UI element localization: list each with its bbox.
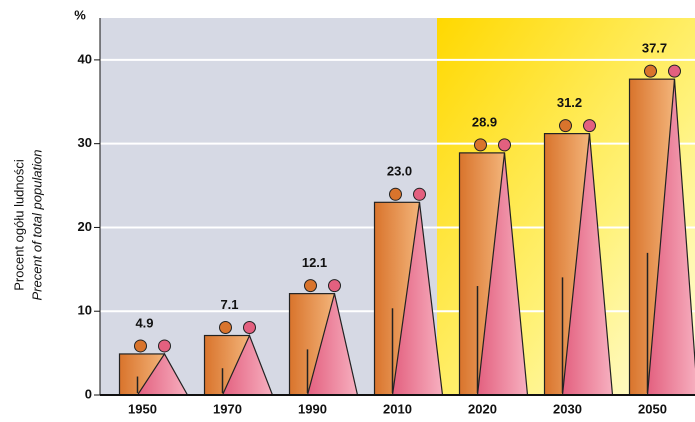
x-tick-label: 1990 [298,401,327,416]
y-tick-label: 0 [85,386,92,401]
head [668,64,681,78]
value-label: 7.1 [220,297,238,312]
x-tick-label: 1970 [213,401,242,416]
head [644,64,657,78]
value-label: 37.7 [642,41,667,56]
y-axis-title: Precent of total population [29,149,44,300]
head [134,339,147,353]
value-label: 4.9 [135,315,153,330]
head [474,138,487,152]
y-tick-label: 30 [78,135,92,150]
head [304,279,317,293]
y-tick-label: 40 [78,51,92,66]
head [158,339,171,353]
x-tick-label: 2020 [468,401,497,416]
value-label: 12.1 [302,255,327,270]
head [498,138,511,152]
head [583,119,596,133]
value-label: 28.9 [472,114,497,129]
value-label: 23.0 [387,164,412,179]
head [243,321,256,335]
x-tick-label: 2030 [553,401,582,416]
y-tick-label: 20 [78,219,92,234]
head [389,187,402,201]
y-axis-title: Procent ogółu ludności [11,159,26,291]
head [559,119,572,133]
value-label: 31.2 [557,95,582,110]
y-tick-label: 10 [78,303,92,318]
head [328,279,341,293]
x-tick-label: 2050 [638,401,667,416]
y-unit: % [74,7,86,22]
x-tick-label: 2010 [383,401,412,416]
head [413,187,426,201]
x-tick-label: 1950 [128,401,157,416]
head [219,321,232,335]
